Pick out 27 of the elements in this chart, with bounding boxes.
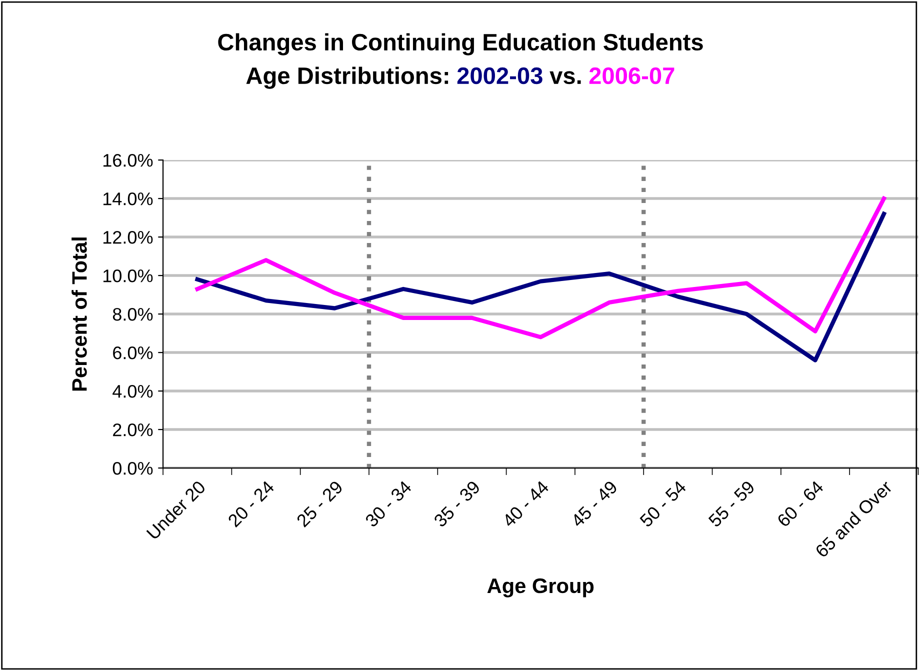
text: 2006-07 [589, 67, 674, 84]
y-tick-label: 4.0% [112, 384, 153, 398]
text: vs. [550, 71, 581, 84]
chart-subtitle: Age Distributions: [246, 66, 448, 89]
x-tick-label: 45 - 49 [570, 480, 618, 528]
x-tick-label: 50 - 54 [639, 480, 687, 528]
line-series [195, 196, 886, 340]
x-tick-label: 25 - 29 [296, 480, 344, 528]
chart-title: Changes in Continuing Education Students [218, 33, 703, 56]
text: 2002-03 [457, 67, 542, 84]
x-tick-label: 35 - 39 [433, 480, 481, 528]
y-tick-label: 10.0% [103, 269, 153, 282]
y-tick-label: 14.0% [103, 192, 153, 206]
x-tick-label: 20 - 24 [227, 480, 276, 528]
x-axis-title: Age Group [487, 578, 594, 598]
x-tick-label: 60 - 64 [776, 480, 824, 528]
x-tick-label: 40 - 44 [502, 480, 550, 528]
x-tick-label: 55 - 59 [708, 480, 756, 528]
y-tick-label: 0.0% [112, 462, 153, 475]
y-tick-label: 12.0% [103, 230, 153, 244]
x-tick-label: 30 - 34 [364, 480, 412, 528]
y-axis-title: Percent of Total [72, 238, 87, 391]
y-tick-label: 2.0% [113, 423, 153, 436]
y-tick-label: 6.0% [113, 346, 153, 360]
y-tick-label: 8.0% [112, 308, 153, 321]
line-series [195, 212, 886, 362]
y-tick-label: 16.0% [103, 154, 153, 167]
